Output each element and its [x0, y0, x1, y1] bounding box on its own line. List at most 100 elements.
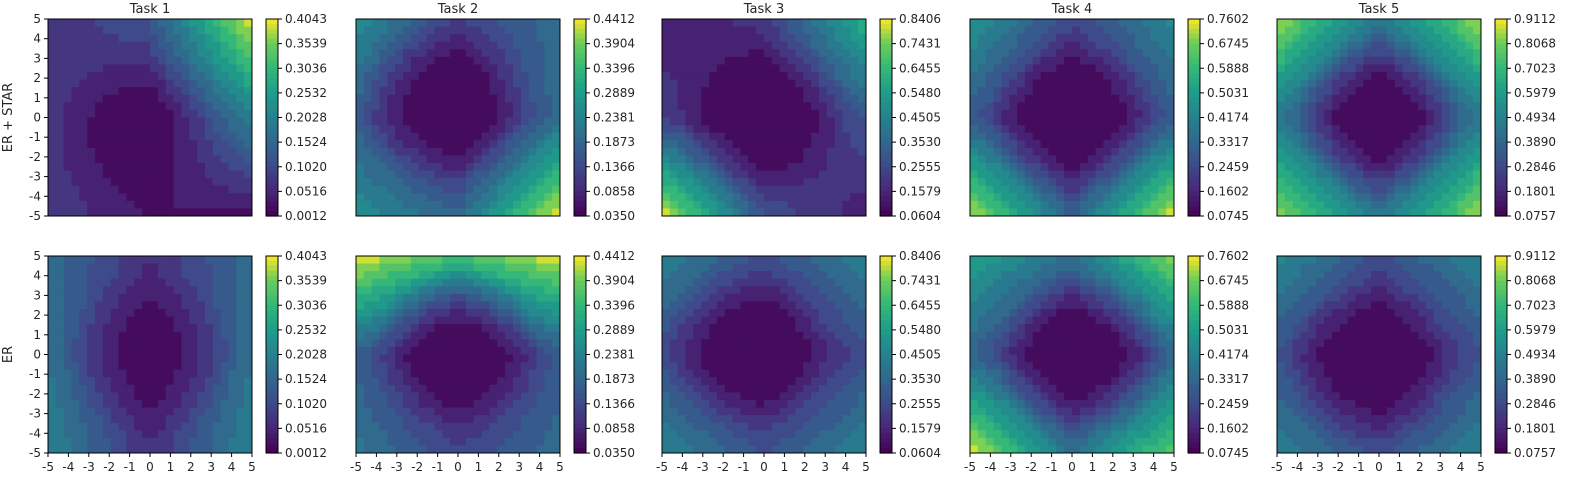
heatmap-cell	[102, 56, 112, 66]
heatmap-cell	[63, 94, 73, 103]
heatmap-cell	[395, 26, 404, 35]
colorbar-segment	[574, 265, 586, 272]
heatmap-cell	[150, 377, 159, 386]
heatmap-cell	[379, 162, 388, 172]
heatmap-cell	[732, 117, 742, 126]
heatmap-cell	[795, 392, 804, 401]
heatmap-cell	[395, 64, 404, 73]
heatmap-cell	[371, 178, 381, 187]
heatmap-cell	[1072, 87, 1081, 96]
heatmap-cell	[236, 331, 245, 340]
heatmap-cell	[677, 256, 687, 265]
heatmap-cell	[732, 155, 742, 164]
heatmap-cell	[371, 87, 381, 96]
heatmap-cell	[473, 316, 483, 325]
heatmap-cell	[418, 256, 428, 265]
heatmap-cell	[536, 140, 545, 149]
heatmap-cell	[701, 309, 710, 318]
heatmap-cell	[403, 49, 412, 58]
heatmap-cell	[212, 170, 222, 179]
heatmap-cells	[662, 19, 866, 216]
heatmap-cells	[970, 19, 1174, 216]
heatmap-cell	[552, 170, 560, 179]
heatmap-cell	[150, 200, 159, 210]
heatmap-cell	[395, 362, 404, 371]
heatmap-cell	[771, 362, 781, 371]
heatmap-cell	[764, 19, 773, 28]
heatmap-cell	[63, 41, 73, 50]
heatmap-cell	[505, 354, 514, 363]
heatmap-cell	[418, 377, 428, 386]
heatmap-cell	[724, 369, 734, 378]
heatmap-cell	[826, 293, 836, 303]
colorbar-segment	[266, 374, 278, 380]
heatmap-cell	[126, 193, 135, 202]
heatmap-cell	[662, 72, 671, 81]
heatmap-cell	[787, 56, 796, 66]
heatmap-cell	[95, 193, 104, 202]
heatmap-cell	[173, 346, 182, 356]
heatmap-cell	[709, 309, 718, 318]
heatmap-cell	[410, 256, 420, 265]
heatmap-cell	[756, 56, 765, 66]
heatmap-cell	[356, 19, 365, 28]
heatmap-cell	[134, 430, 143, 439]
heatmap-cell	[204, 170, 214, 179]
heatmap-cell	[465, 324, 475, 333]
heatmap-cell	[55, 117, 65, 126]
heatmap-cell	[834, 407, 844, 416]
heatmap-cell	[142, 316, 151, 325]
heatmap-cell	[410, 178, 420, 187]
heatmap-cell	[677, 316, 687, 325]
heatmap-cell	[403, 278, 412, 287]
heatmap-cell	[458, 377, 467, 386]
heatmap-cell	[63, 147, 73, 156]
heatmap-cell	[110, 34, 120, 43]
heatmap-cell	[173, 208, 182, 216]
heatmap-cell	[709, 445, 718, 453]
heatmap-cell	[465, 170, 475, 179]
heatmap-cell	[157, 208, 167, 216]
heatmap-cell	[189, 331, 198, 340]
heatmap-cell	[764, 140, 773, 149]
heatmap-cell	[395, 331, 404, 340]
heatmap-cell	[142, 34, 151, 43]
heatmap-cell	[48, 263, 57, 272]
heatmap-cell	[55, 324, 65, 333]
heatmap-cell	[512, 346, 522, 356]
heatmap-cell	[834, 263, 844, 272]
heatmap-cell	[410, 301, 420, 310]
heatmap-cell	[489, 354, 498, 363]
heatmap-cell	[803, 437, 812, 447]
heatmap-cell	[544, 200, 553, 210]
heatmap-cell	[850, 437, 859, 447]
heatmap-cell	[410, 49, 420, 58]
heatmap-cell	[410, 339, 420, 348]
heatmap-cell	[1040, 49, 1050, 58]
heatmap-cell	[458, 193, 467, 202]
heatmap-cell	[685, 200, 694, 210]
heatmap-cell	[1009, 26, 1018, 35]
heatmap-cell	[993, 109, 1002, 119]
heatmap-cell	[779, 193, 789, 202]
heatmap-cell	[371, 117, 381, 126]
heatmap-cell	[497, 316, 506, 325]
heatmap-cell	[826, 72, 836, 81]
heatmap-cell	[1095, 170, 1104, 179]
heatmap-cell	[118, 72, 128, 81]
heatmap-cell	[212, 26, 222, 35]
heatmap-cell	[977, 79, 987, 88]
heatmap-cell	[520, 34, 530, 43]
heatmap-cell	[418, 64, 428, 73]
heatmap-cell	[410, 377, 420, 386]
heatmap-cell	[724, 79, 734, 88]
heatmap-cell	[489, 437, 498, 447]
heatmap-cell	[150, 339, 159, 348]
heatmap-cell	[544, 185, 553, 194]
heatmap-cell	[165, 94, 175, 103]
heatmap-cell	[418, 41, 428, 50]
heatmap-cell	[434, 147, 443, 156]
heatmap-cell	[204, 193, 214, 202]
heatmap-cell	[387, 56, 396, 66]
heatmap-cell	[818, 64, 828, 73]
